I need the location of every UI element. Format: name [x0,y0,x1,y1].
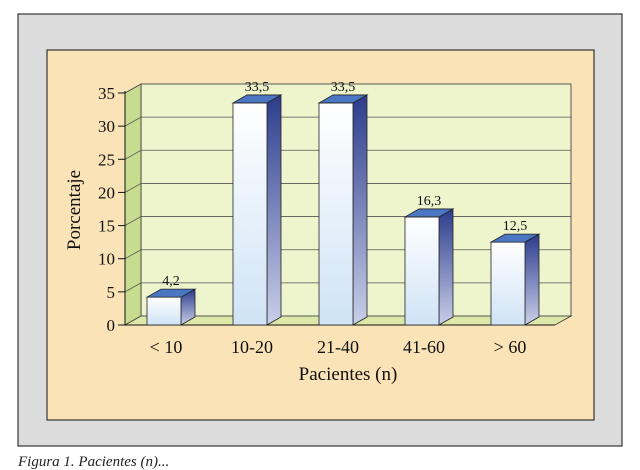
bar [146,296,182,326]
y-tick-label: 5 [107,283,116,302]
y-axis-title: Porcentaje [64,170,85,250]
bar-top [489,233,541,243]
data-label: 4,2 [162,274,180,289]
y-tick-label: 0 [107,316,116,335]
y-tick-label: 30 [98,117,115,136]
bar-top [145,288,197,298]
bar-top [231,94,283,104]
plot-area: 0 5 10 15 20 25 30 35 4,2 < 10 33,5 10-20 33,5 21-40 1… [98,80,573,357]
x-tick-label: > 60 [494,337,527,357]
y-tick-label: 10 [98,250,115,269]
gridline [124,116,571,127]
data-label: 33,5 [331,80,356,95]
x-tick-label: 10-20 [231,337,273,357]
figure-caption: Figura 1. Pacientes (n)... [18,454,170,470]
bar [232,102,268,326]
data-label: 16,3 [417,194,442,209]
y-tick-label: 25 [98,150,115,169]
bar-top [317,94,369,104]
x-axis-title: Pacientes (n) [299,364,398,385]
gridline [124,149,571,160]
bar-side [266,94,282,326]
y-tick-label: 15 [98,217,115,236]
x-tick-label: < 10 [150,337,183,357]
bar [318,102,354,326]
gridline [124,183,571,193]
y-tick-label: 20 [98,183,115,202]
bar-side [524,233,540,326]
bar [490,241,526,326]
gridline [124,83,571,94]
caption-strip: Figura 1. Pacientes (n)... [0,452,640,470]
side-wall [124,83,142,326]
bar-side [352,94,368,326]
bar-side [438,208,454,326]
data-label: 33,5 [245,80,270,95]
bar-top [403,208,455,218]
x-tick-label: 21-40 [317,337,359,357]
bar [404,216,440,326]
x-tick-label: 41-60 [403,337,445,357]
y-tick-label: 35 [98,84,115,103]
data-label: 12,5 [503,219,528,234]
